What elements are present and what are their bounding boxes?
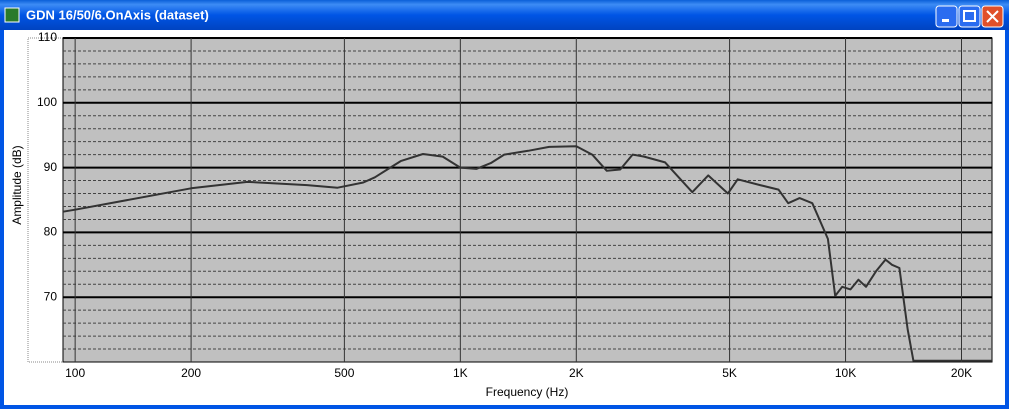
x-tick-label: 10K bbox=[835, 366, 856, 380]
x-tick-label: 100 bbox=[65, 366, 85, 380]
x-tick-label: 200 bbox=[181, 366, 201, 380]
maximize-icon bbox=[963, 10, 976, 22]
y-axis-label: Amplitude (dB) bbox=[10, 145, 24, 224]
y-tick-label: 90 bbox=[44, 160, 58, 174]
plot-area bbox=[62, 37, 993, 363]
close-icon bbox=[986, 10, 999, 23]
y-tick-label: 70 bbox=[44, 289, 58, 303]
x-axis-label: Frequency (Hz) bbox=[486, 385, 569, 399]
window-title: GDN 16/50/6.OnAxis (dataset) bbox=[26, 7, 209, 22]
maximize-button[interactable] bbox=[958, 5, 981, 28]
title-bar bbox=[0, 0, 1009, 30]
x-tick-label: 20K bbox=[951, 366, 972, 380]
y-tick-label: 80 bbox=[44, 225, 58, 239]
x-tick-label: 5K bbox=[722, 366, 737, 380]
response-curve bbox=[62, 145, 992, 362]
app-icon bbox=[4, 7, 20, 23]
y-tick-label: 100 bbox=[37, 95, 57, 109]
minimize-icon bbox=[942, 19, 949, 22]
x-tick-label: 2K bbox=[569, 366, 584, 380]
y-axis-area bbox=[27, 37, 64, 363]
x-tick-label: 500 bbox=[334, 366, 354, 380]
minimize-button[interactable] bbox=[935, 5, 958, 28]
y-tick-label: 110 bbox=[38, 30, 57, 44]
x-tick-label: 1K bbox=[453, 366, 468, 380]
